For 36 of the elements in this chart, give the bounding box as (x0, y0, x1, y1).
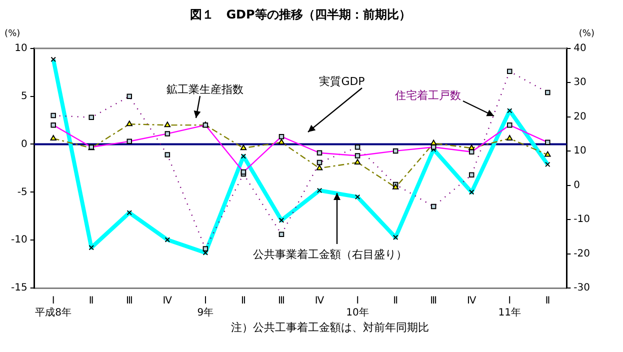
chart-title: 図１ GDP等の推移（四半期：前期比） (190, 7, 411, 22)
x-tick-label: Ⅳ (466, 296, 477, 307)
y2-tick-label: 0 (574, 180, 580, 191)
y2-tick-label: 10 (574, 146, 586, 157)
x-tick-label: Ⅰ 平成8年 (35, 296, 72, 319)
x-tick-label: Ⅱ (545, 296, 550, 307)
y2-tick-label: -30 (574, 282, 590, 294)
y2-tick-label: 30 (574, 77, 586, 88)
y-tick-label: 0 (20, 138, 28, 150)
text: 鉱工業生産指数 (166, 82, 244, 96)
x-tick-label: Ⅲ (126, 296, 133, 307)
x-tick-label: Ⅱ (88, 296, 94, 307)
text: 住宅着工戸数 (395, 88, 461, 102)
text: 注）公共工事着工金額は、対前年同期比 (231, 320, 429, 334)
y-tick-label: -5 (17, 186, 28, 198)
x-tick-label: Ⅲ (430, 296, 438, 307)
y-axis-title: (%) (4, 29, 20, 40)
series-label: 公共事業着工金額（右目盛り） (253, 248, 407, 261)
x-tick-label: Ⅰ 9年 (197, 296, 214, 319)
y-tick-label: -10 (10, 234, 28, 246)
x-tick-label: Ⅲ (278, 296, 285, 307)
y2-tick-label: 40 (574, 42, 586, 54)
y-tick-label: 5 (20, 90, 28, 102)
x-tick-label: Ⅱ (393, 296, 398, 307)
y2-axis-title: (%) (578, 29, 594, 40)
y2-tick-label: -10 (574, 214, 590, 226)
x-tick-label: Ⅱ (241, 296, 246, 307)
y2-tick-label: 20 (574, 111, 586, 122)
x-tick-label: Ⅰ 11年 (498, 296, 521, 319)
y-tick-label: -15 (10, 282, 28, 294)
x-tick-label: Ⅳ (314, 296, 325, 307)
y-tick-label: 10 (14, 42, 28, 54)
x-tick-label: Ⅳ (162, 296, 173, 307)
y2-tick-label: -20 (574, 248, 590, 260)
text: 実質GDP (319, 74, 366, 88)
x-tick-label: Ⅰ 10年 (346, 296, 369, 319)
